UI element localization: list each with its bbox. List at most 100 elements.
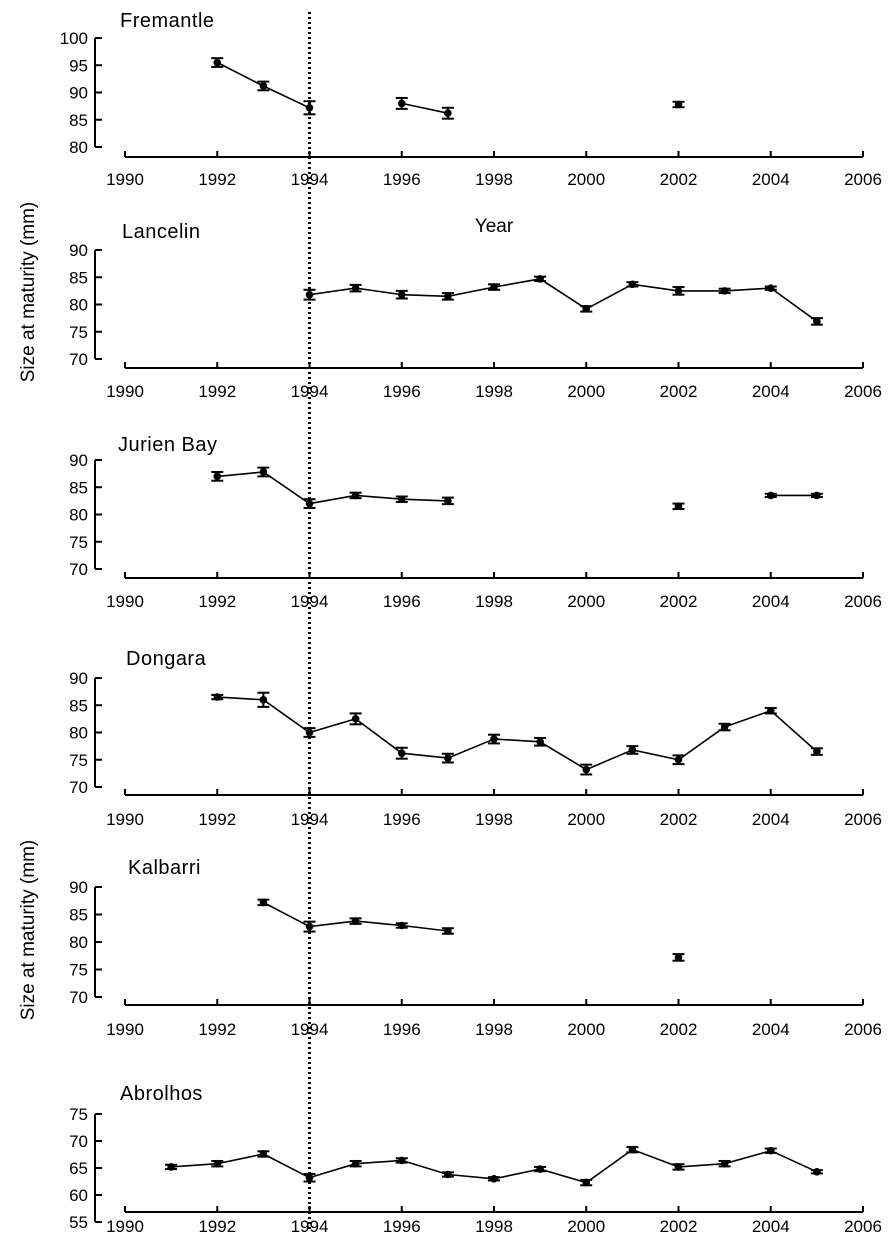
x-tick-label: 2002 (660, 592, 698, 611)
x-tick-label: 2006 (844, 1217, 882, 1234)
y-tick-label: 70 (69, 988, 88, 1007)
data-point (351, 284, 360, 292)
data-point (628, 1145, 637, 1154)
data-point (674, 755, 683, 764)
x-tick-label: 1994 (291, 1217, 329, 1234)
x-tick-label: 1994 (291, 382, 329, 401)
data-point (397, 99, 406, 108)
x-tick-label: 1994 (291, 810, 329, 829)
panel-title: Fremantle (120, 10, 215, 32)
data-point (397, 290, 406, 299)
panels-group: Fremantle 80 85 90 95 100 1990 1992 1994 1996 1998… (60, 10, 882, 1234)
data-point (351, 917, 360, 925)
data-point (351, 715, 360, 723)
data-point (259, 82, 268, 90)
x-tick-label: 1992 (198, 382, 236, 401)
x-tick-label: 1998 (475, 1020, 513, 1039)
x-tick-label: 1990 (106, 382, 144, 401)
data-point (582, 765, 591, 774)
data-point (259, 468, 268, 476)
y-tick-label: 100 (60, 29, 88, 48)
data-point (213, 472, 222, 481)
panel-title: Dongara (126, 648, 207, 670)
x-tick-label: 2002 (660, 1217, 698, 1234)
y-tick-label: 70 (69, 560, 88, 579)
x-tick-label: 1996 (383, 382, 421, 401)
y-tick-label: 70 (69, 350, 88, 369)
panel-1: Lancelin 70 75 80 85 90 1990 1992 1994 1996 1998 20… (69, 221, 882, 401)
x-tick-label: 1994 (291, 1020, 329, 1039)
data-point (674, 953, 683, 962)
data-point (582, 1178, 591, 1187)
x-tick-label: 2002 (660, 382, 698, 401)
y-tick-label: 85 (69, 111, 88, 130)
data-point (674, 1163, 683, 1171)
y-axis-title-upper: Size at maturity (mm) (18, 202, 39, 383)
data-point (582, 305, 591, 313)
data-point (536, 1165, 544, 1173)
data-point (813, 491, 821, 500)
data-point (444, 927, 452, 935)
y-tick-label: 75 (69, 751, 88, 770)
data-point (766, 1146, 775, 1155)
y-tick-label: 80 (69, 724, 88, 743)
data-point (720, 1159, 729, 1168)
data-point (213, 1159, 222, 1168)
y-tick-label: 85 (69, 906, 88, 925)
data-point (305, 290, 314, 299)
x-tick-label: 2006 (844, 382, 882, 401)
y-tick-label: 90 (69, 669, 88, 688)
panel-title: Jurien Bay (118, 434, 218, 456)
x-axis-title: Year (475, 216, 514, 237)
x-tick-label: 1990 (106, 170, 144, 189)
x-tick-label: 2004 (752, 1217, 790, 1234)
data-point (444, 109, 452, 118)
y-tick-label: 75 (69, 1105, 88, 1124)
series-line (217, 696, 818, 771)
data-point (444, 1170, 452, 1179)
data-point (720, 287, 729, 295)
y-tick-label: 90 (69, 878, 88, 897)
data-point (628, 280, 637, 289)
data-point (444, 292, 452, 301)
x-tick-label: 2004 (752, 1020, 790, 1039)
x-tick-label: 1994 (291, 592, 329, 611)
data-point (351, 491, 360, 500)
x-tick-label: 2000 (567, 1217, 605, 1234)
y-tick-label: 80 (69, 933, 88, 952)
x-tick-label: 1996 (383, 170, 421, 189)
data-point (305, 922, 314, 931)
x-tick-label: 1996 (383, 1217, 421, 1234)
panel-title: Abrolhos (120, 1083, 203, 1105)
x-tick-label: 2006 (844, 170, 882, 189)
data-point (397, 921, 406, 930)
data-point (259, 1150, 268, 1158)
x-tick-label: 2002 (660, 1020, 698, 1039)
data-point (813, 747, 821, 756)
x-tick-label: 1992 (198, 810, 236, 829)
data-point (490, 735, 498, 743)
data-point (444, 754, 452, 762)
data-point (444, 497, 452, 505)
x-tick-label: 2004 (752, 170, 790, 189)
x-tick-label: 1992 (198, 592, 236, 611)
x-tick-label: 1992 (198, 170, 236, 189)
series-line (309, 278, 818, 323)
y-tick-label: 75 (69, 323, 88, 342)
data-point (490, 1175, 498, 1183)
data-point (167, 1163, 175, 1171)
x-tick-label: 2000 (567, 1020, 605, 1039)
x-tick-label: 2000 (567, 592, 605, 611)
x-tick-label: 2004 (752, 810, 790, 829)
x-tick-label: 2002 (660, 170, 698, 189)
x-tick-label: 1990 (106, 1020, 144, 1039)
panel-title: Lancelin (122, 221, 201, 243)
y-tick-label: 65 (69, 1159, 88, 1178)
y-tick-label: 80 (69, 506, 88, 525)
x-tick-label: 1992 (198, 1020, 236, 1039)
y-tick-label: 60 (69, 1186, 88, 1205)
y-tick-label: 85 (69, 268, 88, 287)
panel-2: Jurien Bay 70 75 80 85 90 1990 1992 1994 1996 1998… (69, 434, 882, 611)
data-point (813, 317, 821, 326)
y-tick-label: 55 (69, 1213, 88, 1232)
